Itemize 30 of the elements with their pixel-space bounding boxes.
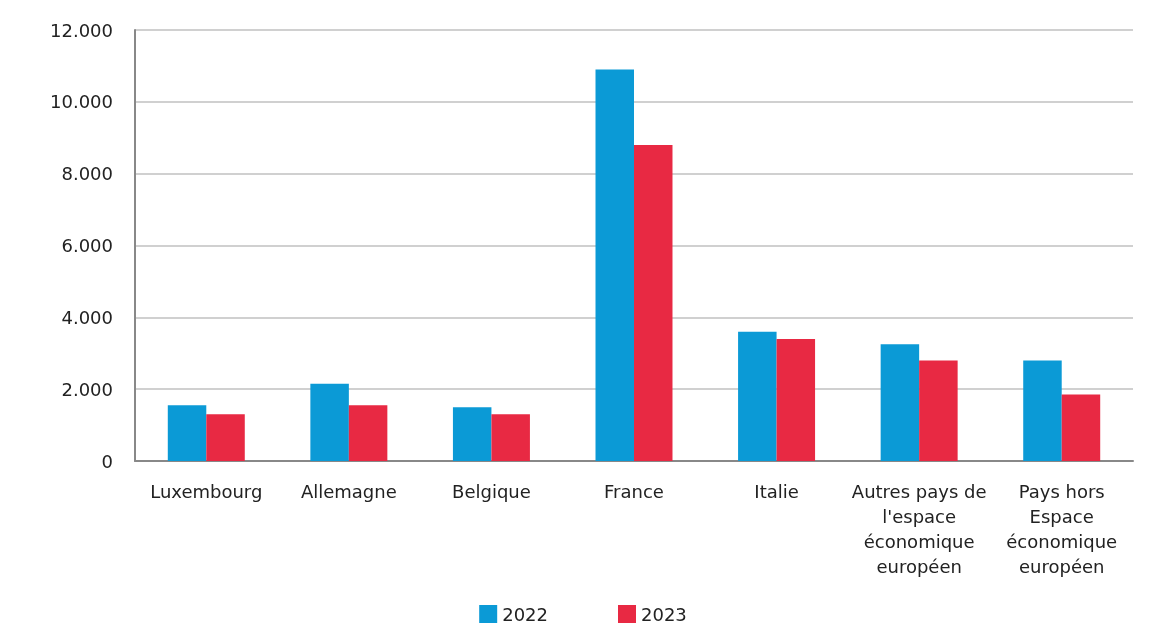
legend-label: 2022	[502, 603, 548, 625]
bar	[1023, 360, 1062, 461]
bar	[348, 405, 388, 461]
bar	[776, 338, 816, 461]
legend-label: 2023	[641, 603, 687, 625]
y-tick-label: 12.000	[50, 19, 113, 41]
y-tick-label: 10.000	[50, 91, 113, 113]
bar	[310, 383, 349, 461]
y-tick-label: 6.000	[61, 235, 113, 256]
bar	[167, 405, 207, 461]
x-tick-label: Luxembourg	[150, 481, 263, 502]
bar	[880, 344, 920, 461]
bar	[919, 360, 958, 461]
y-tick-label: 2.000	[61, 378, 113, 400]
bar	[491, 414, 530, 461]
bar	[1061, 394, 1101, 461]
bar	[595, 69, 634, 461]
bar	[738, 331, 777, 461]
bar	[206, 414, 245, 461]
x-tick-label: Autres pays de l'espace économique européen	[851, 481, 987, 577]
y-tick-label: 0	[101, 450, 113, 472]
x-tick-label: Pays hors Espace économique européen	[1006, 481, 1118, 577]
y-tick-label: 8.000	[61, 163, 113, 185]
x-tick-label: France	[604, 481, 664, 502]
x-tick-label: Belgique	[452, 481, 531, 502]
x-tick-label: Allemagne	[300, 481, 397, 502]
bar	[452, 407, 492, 461]
x-tick-label: Italie	[754, 481, 799, 502]
y-tick-label: 4.000	[61, 306, 113, 328]
bar	[634, 144, 673, 461]
